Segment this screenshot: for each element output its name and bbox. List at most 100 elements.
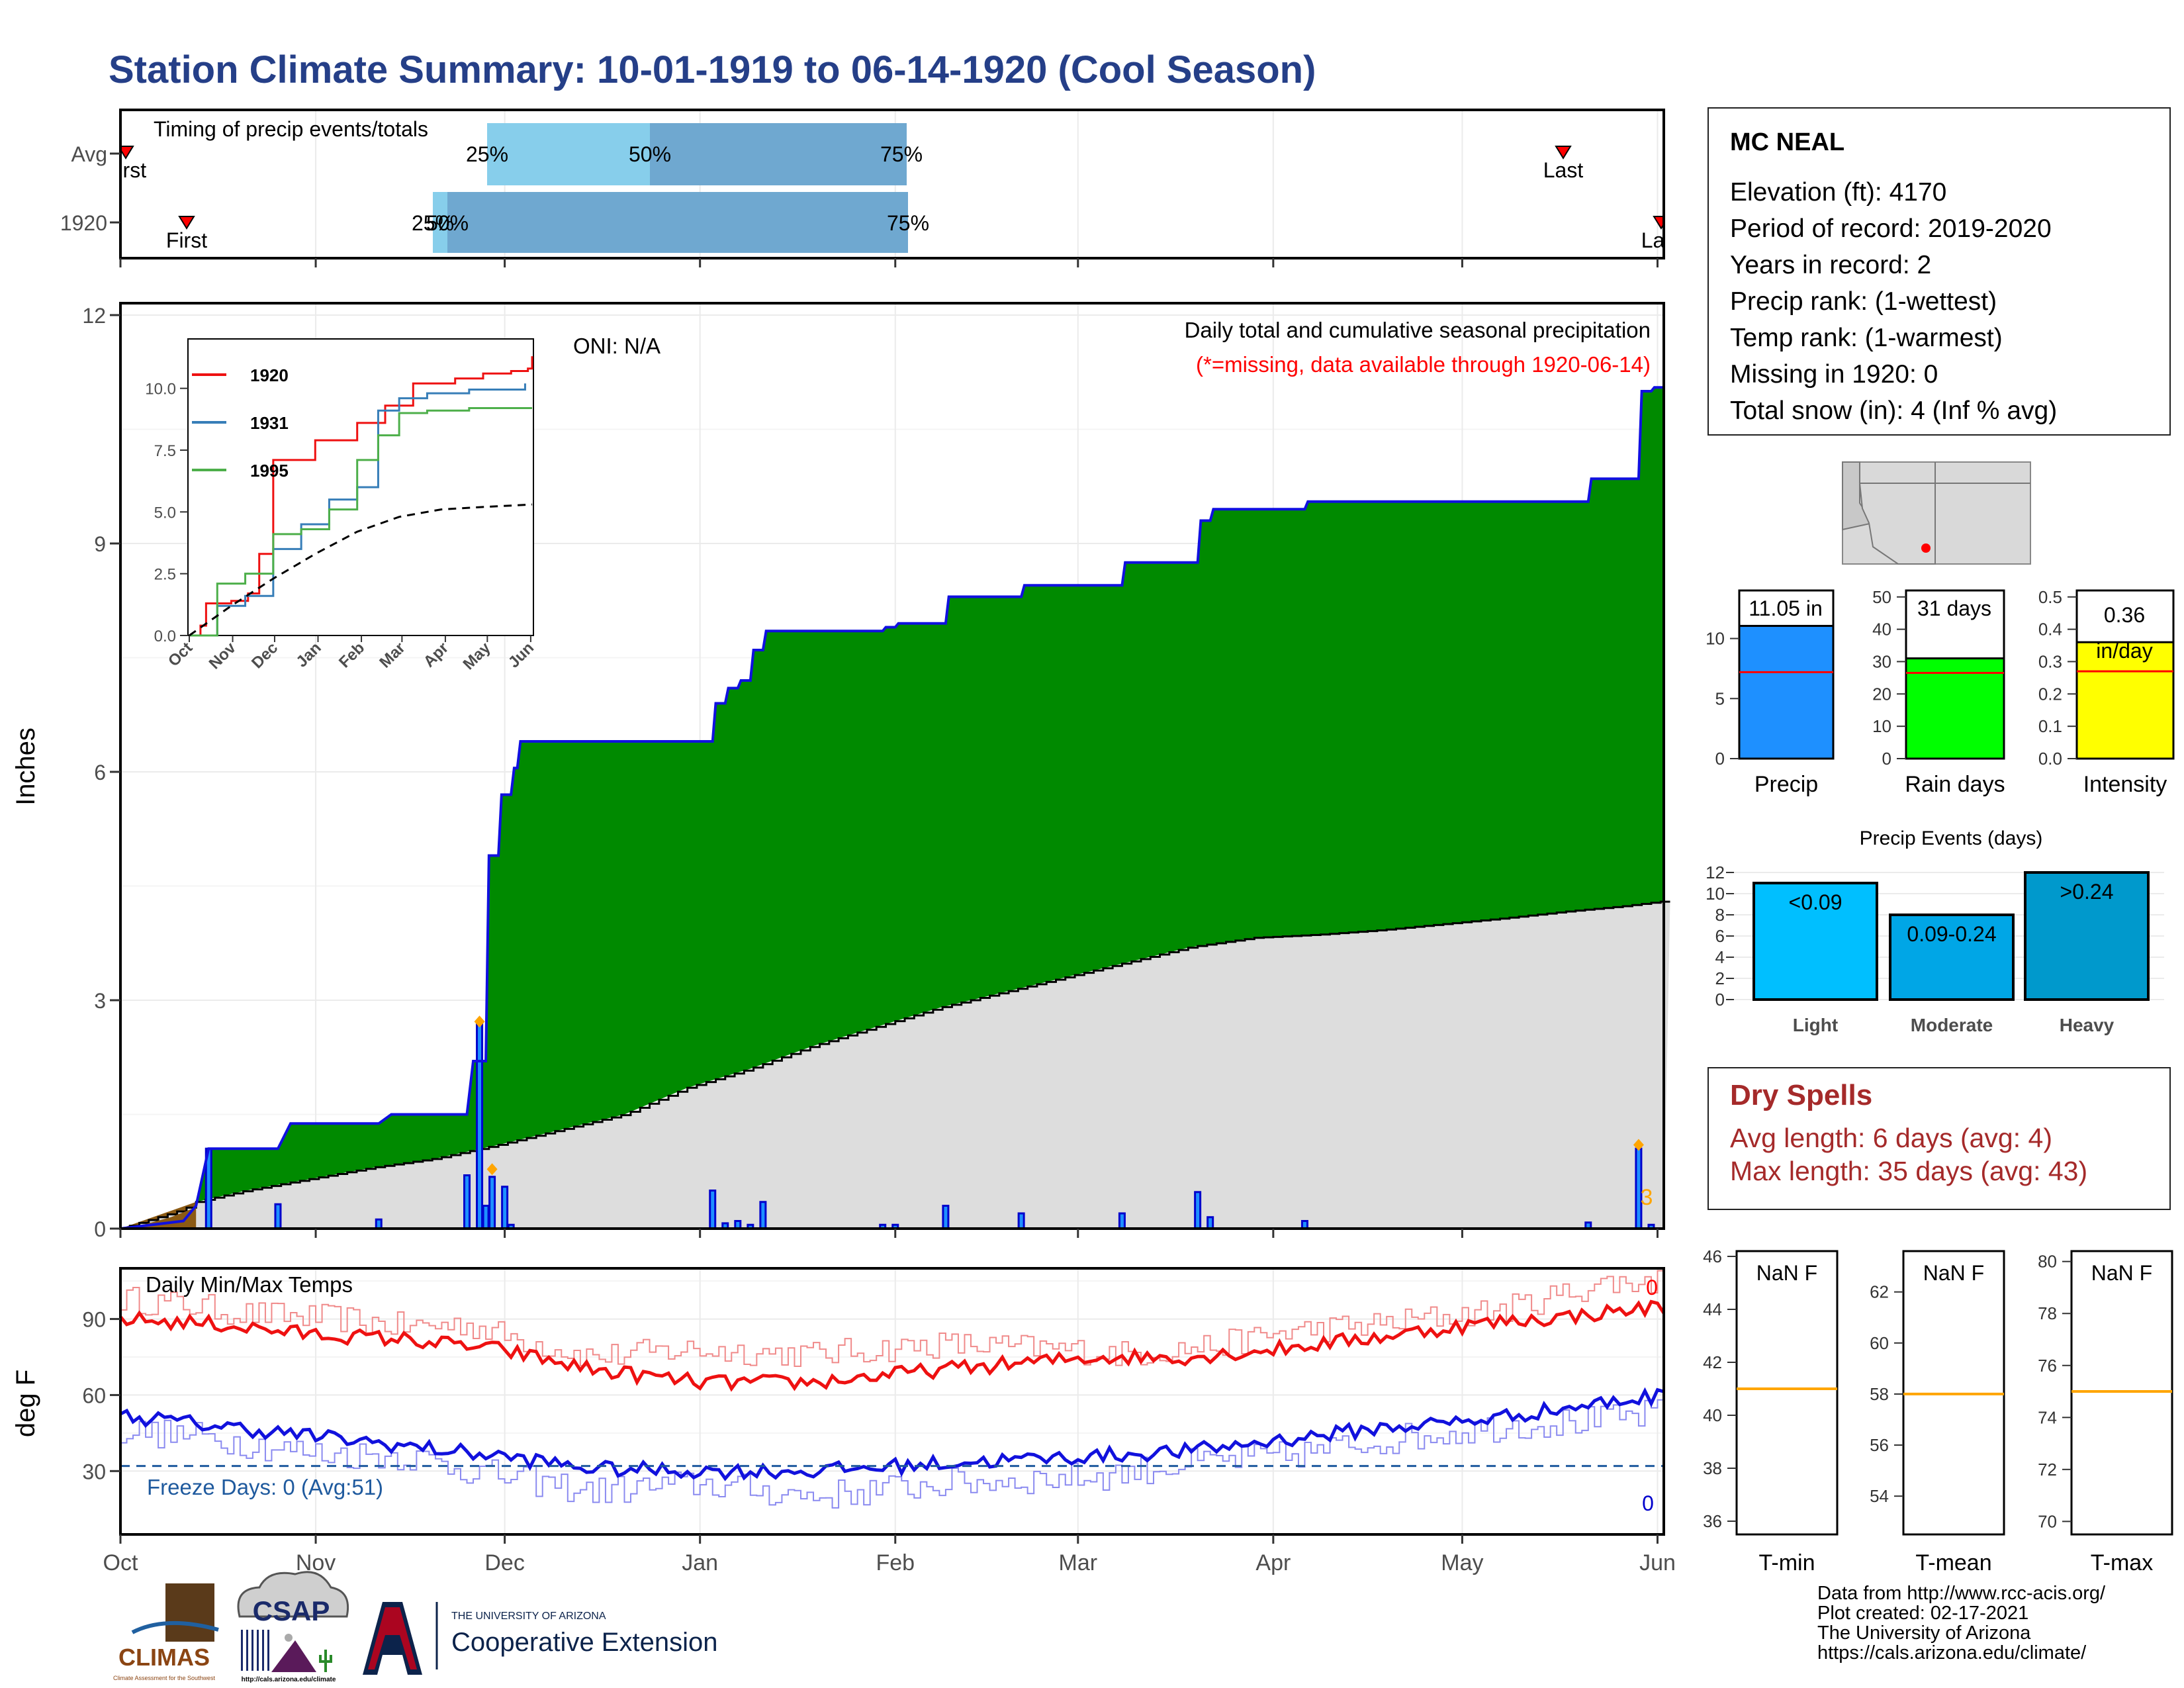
event-y-tick: 2 bbox=[1715, 968, 1725, 988]
dry-spells-max: Max length: 35 days (avg: 43) bbox=[1730, 1156, 2088, 1186]
csap-snow-icon bbox=[285, 1634, 293, 1642]
credits: Data from http://www.rcc-acis.org/ Plot … bbox=[1817, 1583, 2105, 1663]
bar-y-tick: 30 bbox=[1872, 651, 1891, 671]
logos: CLIMAS Climate Assessment for the Southwe… bbox=[111, 1571, 717, 1683]
snow-marker bbox=[1633, 1139, 1644, 1151]
dry-spells-avg: Avg length: 6 days (avg: 4) bbox=[1730, 1123, 2052, 1153]
row-label-avg: Avg bbox=[71, 142, 107, 166]
credit-line: Plot created: 02-17-2021 bbox=[1817, 1603, 2029, 1624]
csap-mountain-icon bbox=[271, 1640, 316, 1672]
temp-bar-y-tick: 38 bbox=[1703, 1458, 1722, 1478]
event-bar-label: >0.24 bbox=[2060, 880, 2114, 904]
bar-y-tick: 0.4 bbox=[2038, 620, 2062, 639]
event-y-tick: 8 bbox=[1715, 905, 1725, 925]
events-title: Precip Events (days) bbox=[1860, 827, 2043, 849]
y-tick-label: 30 bbox=[82, 1460, 106, 1483]
bar-y-tick: 10 bbox=[1706, 629, 1725, 649]
bar-y-tick: 5 bbox=[1715, 688, 1725, 708]
snow-count: 3 bbox=[1641, 1185, 1653, 1210]
event-y-tick: 6 bbox=[1715, 926, 1725, 946]
station-period: Period of record: 2019-2020 bbox=[1730, 214, 2052, 243]
normal-area bbox=[120, 902, 1670, 1229]
avg-bar-25-50 bbox=[487, 123, 650, 185]
station-temp-rank: Temp rank: (1-warmest) bbox=[1730, 324, 2003, 352]
temp-bar-y-tick: 62 bbox=[1870, 1282, 1889, 1302]
avg-last-marker bbox=[1555, 146, 1572, 160]
tmax-avg-line bbox=[119, 1299, 1666, 1392]
legend-label: 1931 bbox=[250, 413, 289, 433]
normal-line bbox=[120, 900, 1670, 1230]
temp-bar-y-tick: 36 bbox=[1703, 1511, 1722, 1531]
station-snow: Total snow (in): 4 (Inf % avg) bbox=[1730, 397, 2058, 425]
daily-precip-bar bbox=[942, 1205, 950, 1230]
event-y-tick: 0 bbox=[1715, 990, 1725, 1009]
precip-value: 11.05 in bbox=[1749, 596, 1823, 620]
daily-precip-bar bbox=[1194, 1191, 1202, 1230]
avg-p75: 75% bbox=[880, 142, 923, 166]
x-month-label: Feb bbox=[876, 1550, 915, 1575]
event-y-tick: 12 bbox=[1706, 863, 1725, 882]
temp-bg bbox=[120, 1268, 1664, 1534]
temp-frame bbox=[119, 1267, 1665, 1536]
state-map bbox=[1842, 461, 2031, 565]
daily-precip-bar bbox=[476, 1020, 484, 1230]
event-y-tick: 10 bbox=[1706, 884, 1725, 904]
yr-bar-25-50 bbox=[433, 192, 447, 253]
bar-category: Precip bbox=[1754, 772, 1818, 797]
legend-label: 1920 bbox=[250, 365, 289, 385]
bar-y-tick: 50 bbox=[1872, 587, 1891, 607]
event-bar-label: <0.09 bbox=[1789, 890, 1843, 914]
temp-bar-y-tick: 58 bbox=[1870, 1384, 1889, 1404]
bar-intensity bbox=[2075, 641, 2175, 760]
event-bar-heavy bbox=[2024, 871, 2150, 1001]
yr-p75: 75% bbox=[887, 211, 929, 235]
bar-y-tick: 20 bbox=[1872, 684, 1891, 704]
inset-y-tick: 2.5 bbox=[154, 566, 176, 584]
y-tick-label: 60 bbox=[82, 1383, 106, 1407]
y-tick-label: 90 bbox=[82, 1308, 106, 1332]
avg-p50: 50% bbox=[629, 142, 671, 166]
csap-bar-icon bbox=[246, 1630, 248, 1671]
csap-logo-text: CSAP bbox=[253, 1595, 330, 1626]
yr-first-marker bbox=[178, 216, 195, 230]
clip-right bbox=[1664, 126, 1704, 258]
x-month-label: May bbox=[1441, 1550, 1483, 1575]
temp-bar-y-tick: 42 bbox=[1703, 1352, 1722, 1372]
precip-frame bbox=[119, 302, 1665, 1230]
daily-precip-bar bbox=[501, 1186, 509, 1230]
csap-cloud-icon bbox=[237, 1571, 349, 1618]
temp-bar-y-tick: 74 bbox=[2038, 1407, 2057, 1427]
timing-title: Timing of precip events/totals bbox=[154, 117, 428, 141]
x-month-label: Nov bbox=[296, 1550, 336, 1575]
temp-bar-y-tick: 40 bbox=[1703, 1405, 1722, 1425]
temp-bar-frame bbox=[1735, 1250, 1839, 1536]
x-month-label: Dec bbox=[484, 1550, 524, 1575]
event-category: Moderate bbox=[1911, 1015, 1993, 1035]
tmin-1920-line bbox=[120, 1399, 1664, 1509]
inset-normal-line bbox=[189, 503, 533, 637]
inset-y-tick: 0.0 bbox=[154, 628, 176, 645]
daily-precip-bar bbox=[482, 1205, 490, 1230]
temp-y-axis-label: deg F bbox=[11, 1370, 40, 1437]
temp-bar-y-tick: 60 bbox=[1870, 1333, 1889, 1353]
y-tick-label: 3 bbox=[94, 989, 106, 1013]
ua-a-inner-icon bbox=[368, 1607, 417, 1669]
event-category: Light bbox=[1793, 1015, 1838, 1035]
max-count: 0 bbox=[1646, 1276, 1658, 1299]
daily-precip-bar bbox=[488, 1176, 496, 1230]
temp-bar-category: T-mean bbox=[1915, 1550, 1991, 1575]
clip-left bbox=[0, 126, 120, 185]
event-bar-moderate bbox=[1889, 914, 2015, 1001]
bar-precip bbox=[1738, 625, 1835, 760]
bar-y-tick: 0 bbox=[1715, 749, 1725, 769]
inset-series-1995 bbox=[189, 407, 532, 637]
x-month-label: Jan bbox=[682, 1550, 718, 1575]
station-elevation: Elevation (ft): 4170 bbox=[1730, 178, 1947, 207]
missing-note: (*=missing, data available through 1920-… bbox=[1196, 352, 1651, 377]
csap-bar-icon bbox=[262, 1630, 264, 1671]
daily-precip-bar bbox=[1206, 1216, 1214, 1230]
y-tick-label: 12 bbox=[82, 304, 106, 328]
inset-y-tick: 5.0 bbox=[154, 504, 176, 522]
